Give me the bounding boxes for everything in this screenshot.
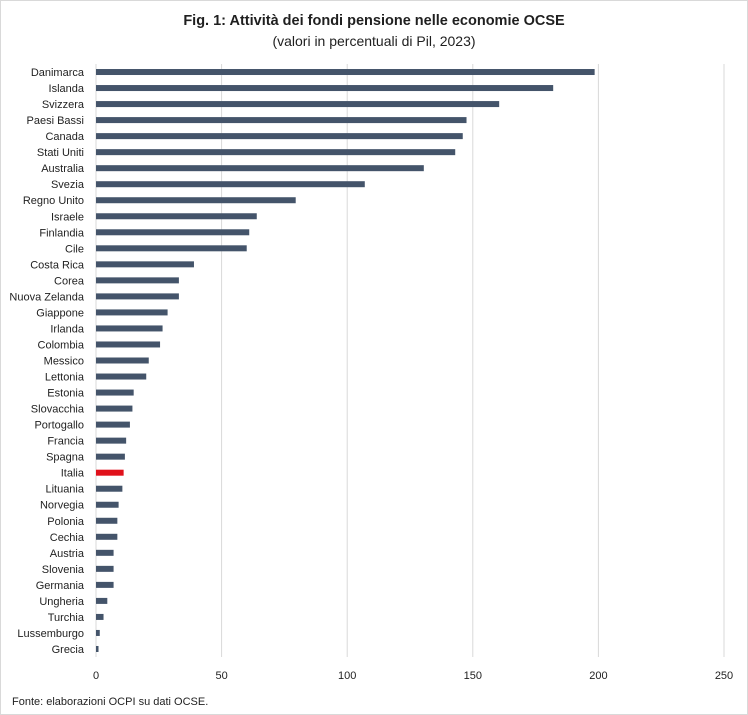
category-label: Polonia (47, 516, 85, 528)
bar-slovacchia (96, 405, 133, 412)
bar-svezia (96, 181, 365, 188)
category-label: Finlandia (39, 227, 85, 239)
bar-lussemburgo (96, 629, 100, 636)
x-tick-label: 0 (93, 670, 99, 682)
category-label: Costa Rica (30, 259, 85, 271)
category-label: Grecia (52, 644, 85, 656)
bar-polonia (96, 517, 118, 524)
category-label: Cechia (50, 532, 85, 544)
category-label: Italia (61, 468, 85, 480)
bar-cechia (96, 533, 118, 540)
category-label: Turchia (48, 612, 85, 624)
category-label: Slovenia (42, 564, 85, 576)
category-label: Paesi Bassi (27, 115, 84, 127)
chart-subtitle: (valori in percentuali di Pil, 2023) (272, 33, 476, 49)
category-label: Corea (54, 275, 85, 287)
bar-portogallo (96, 421, 130, 428)
category-label: Spagna (46, 452, 85, 464)
category-label: Nuova Zelanda (9, 291, 84, 303)
bar-messico (96, 357, 149, 364)
bar-spagna (96, 453, 125, 460)
category-label: Giappone (36, 307, 84, 319)
bars (96, 69, 595, 652)
bar-lituania (96, 485, 123, 492)
source-note: Fonte: elaborazioni OCPI su dati OCSE. (12, 696, 209, 708)
category-label: Regno Unito (23, 195, 84, 207)
category-label: Francia (47, 436, 85, 448)
bar-cile (96, 245, 247, 252)
bar-svizzera (96, 101, 500, 108)
category-label: Stati Uniti (37, 147, 84, 159)
category-label: Germania (36, 580, 85, 592)
category-label: Australia (41, 163, 85, 175)
bar-giappone (96, 309, 168, 316)
category-label: Irlanda (50, 323, 85, 335)
x-tick-label: 50 (215, 670, 227, 682)
bar-costa-rica (96, 261, 194, 268)
category-label: Canada (45, 131, 84, 143)
category-label: Estonia (47, 388, 85, 400)
category-label: Colombia (38, 339, 85, 351)
x-tick-label: 150 (464, 670, 482, 682)
bar-italia (96, 469, 124, 476)
x-tick-labels: 0 50 100 150 200 250 (93, 670, 733, 682)
bar-lettonia (96, 373, 147, 380)
category-label: Lituania (45, 484, 84, 496)
category-label: Israele (51, 211, 84, 223)
bar-regno-unito (96, 197, 296, 204)
category-label: Svizzera (42, 99, 85, 111)
category-label: Austria (50, 548, 85, 560)
bar-paesi-bassi (96, 117, 467, 124)
category-label: Lettonia (45, 372, 85, 384)
category-label: Danimarca (31, 67, 85, 79)
bar-israele (96, 213, 257, 220)
bar-danimarca (96, 69, 595, 76)
x-tick-label: 250 (715, 670, 733, 682)
bar-ungheria (96, 597, 108, 604)
bar-grecia (96, 645, 99, 652)
bar-irlanda (96, 325, 163, 332)
bar-francia (96, 437, 127, 444)
category-label: Islanda (49, 83, 85, 95)
bar-islanda (96, 85, 554, 92)
category-label: Ungheria (39, 596, 85, 608)
category-label: Cile (65, 243, 84, 255)
bar-canada (96, 133, 463, 140)
bar-corea (96, 277, 179, 284)
category-label: Messico (44, 356, 84, 368)
category-label: Norvegia (40, 500, 85, 512)
bar-australia (96, 165, 424, 172)
category-label: Lussemburgo (17, 628, 84, 640)
bar-turchia (96, 613, 104, 620)
bar-colombia (96, 341, 161, 348)
category-labels: Danimarca Islanda Svizzera Paesi Bassi Canad… (9, 67, 84, 656)
bar-austria (96, 549, 114, 556)
category-label: Svezia (51, 179, 85, 191)
chart-title: Fig. 1: Attività dei fondi pensione nell… (183, 13, 565, 29)
bar-finlandia (96, 229, 250, 236)
bar-stati-uniti (96, 149, 456, 156)
x-tick-label: 100 (338, 670, 356, 682)
x-tick-label: 200 (589, 670, 607, 682)
category-label: Slovacchia (31, 404, 85, 416)
bar-norvegia (96, 501, 119, 508)
bar-germania (96, 581, 114, 588)
category-label: Portogallo (34, 420, 84, 432)
bar-estonia (96, 389, 134, 396)
bar-slovenia (96, 565, 114, 572)
plot-area (96, 64, 724, 657)
bar-nuova-zelanda (96, 293, 179, 300)
